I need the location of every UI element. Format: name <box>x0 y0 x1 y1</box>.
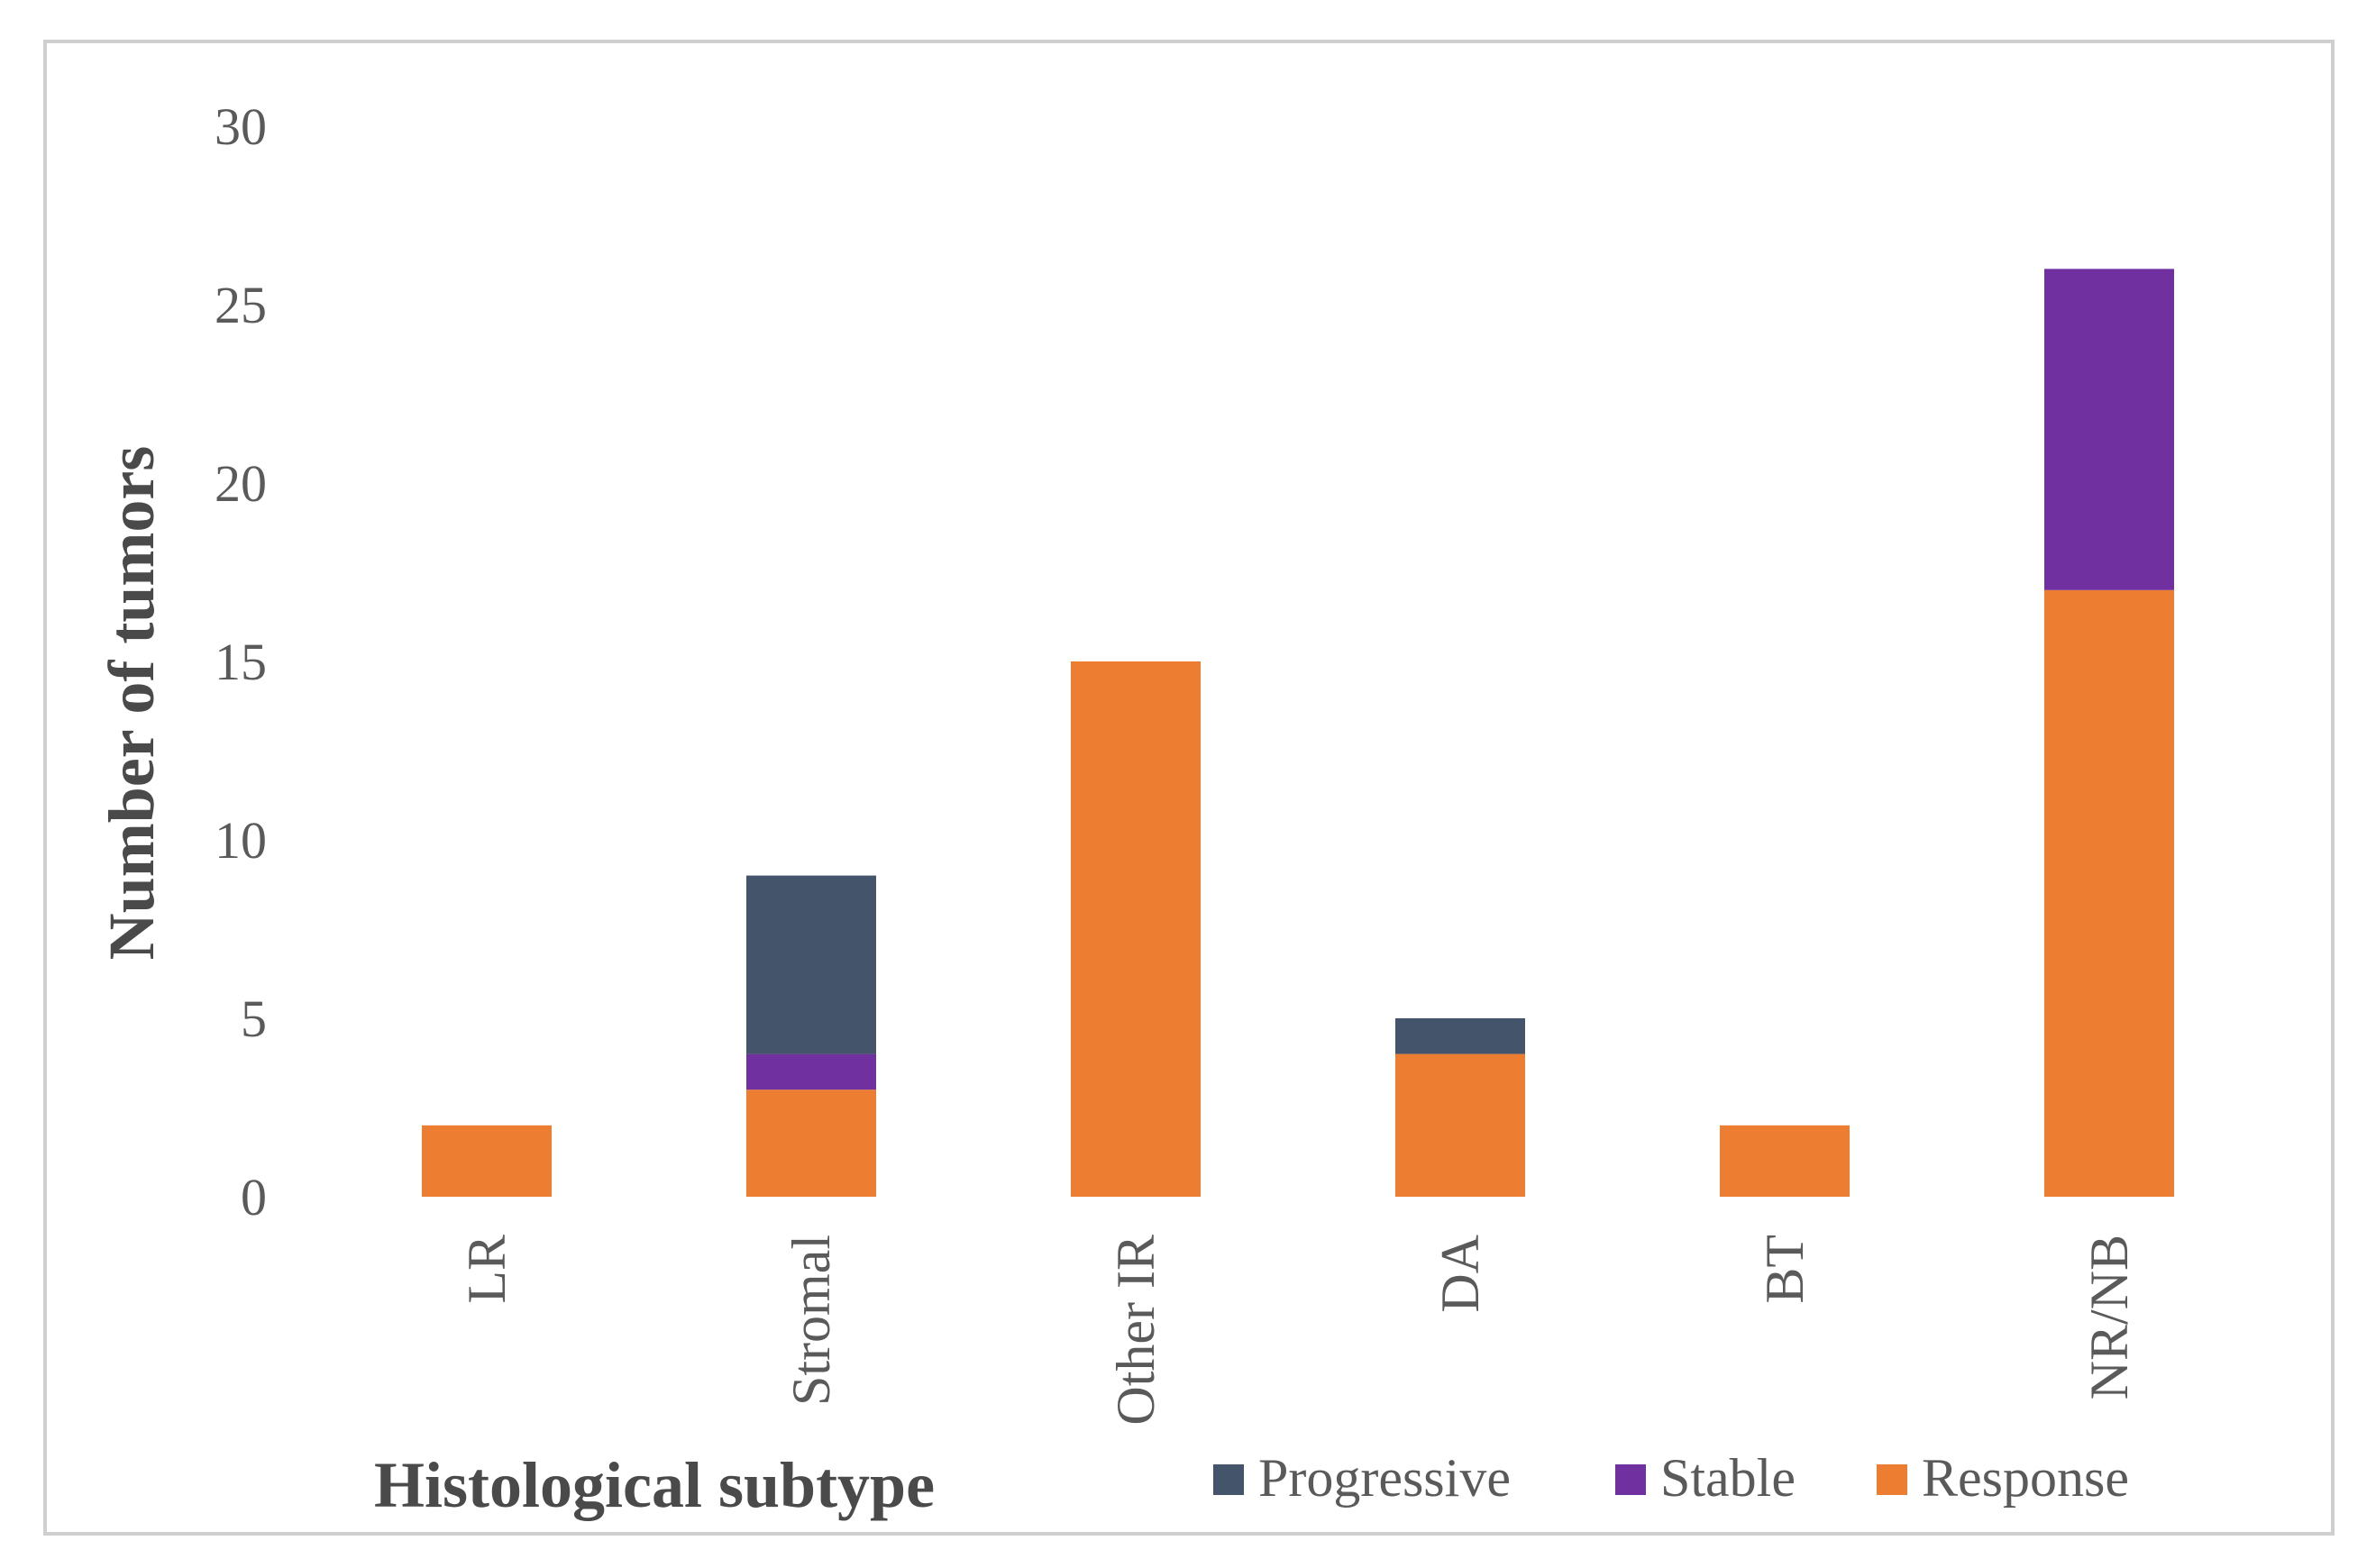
legend: Progressive Stable Response <box>1213 1448 2129 1508</box>
bar-segment-response <box>1071 661 1201 1197</box>
y-axis-ticks: 0 5 10 15 20 25 30 <box>215 97 267 1226</box>
legend-label-stable: Stable <box>1660 1448 1796 1508</box>
legend-swatch-progressive <box>1213 1464 1244 1495</box>
y-tick-label: 15 <box>215 633 267 691</box>
bars <box>422 269 2174 1197</box>
bar-segment-response <box>746 1089 876 1197</box>
x-tick-label: LR <box>457 1235 516 1304</box>
bar-segment-stable <box>746 1053 876 1090</box>
legend-label-progressive: Progressive <box>1258 1448 1511 1508</box>
x-tick-label: NR/NB <box>2079 1235 2139 1399</box>
x-tick-label: BT <box>1755 1235 1814 1304</box>
y-tick-label: 30 <box>215 97 267 156</box>
x-axis-tick-labels: LR Stromal Other IR DA BT NR/NB <box>457 1235 2139 1426</box>
bar-segment-progressive <box>746 875 876 1054</box>
bar-segment-response <box>1720 1125 1850 1197</box>
bar-segment-progressive <box>1395 1018 1525 1054</box>
bar-segment-response <box>1395 1053 1525 1197</box>
x-tick-label: Other IR <box>1106 1235 1165 1426</box>
bar-segment-response <box>2044 589 2174 1197</box>
bar-segment-stable <box>2044 269 2174 590</box>
y-tick-label: 20 <box>215 454 267 513</box>
x-axis-title: Histological subtype <box>374 1449 935 1521</box>
legend-swatch-stable <box>1615 1464 1646 1495</box>
y-tick-label: 0 <box>241 1168 267 1226</box>
y-tick-label: 10 <box>215 811 267 870</box>
x-tick-label: Stromal <box>781 1235 841 1406</box>
y-tick-label: 25 <box>215 276 267 334</box>
y-axis-title: Number of tumors <box>96 446 168 961</box>
legend-swatch-response <box>1877 1464 1907 1495</box>
y-tick-label: 5 <box>241 989 267 1048</box>
x-tick-label: DA <box>1430 1235 1490 1313</box>
bar-segment-response <box>422 1125 552 1197</box>
legend-label-response: Response <box>1922 1448 2129 1508</box>
